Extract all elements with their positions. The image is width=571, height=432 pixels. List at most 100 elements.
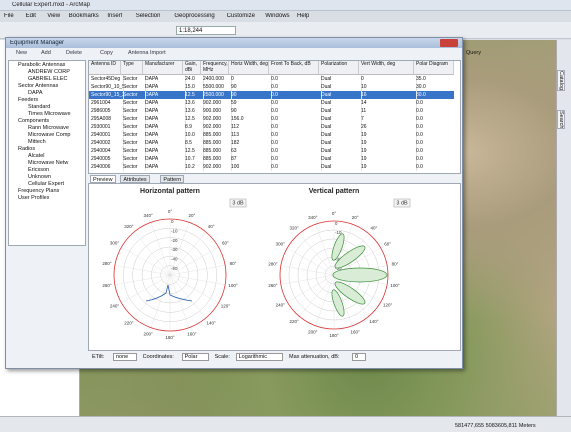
table-cell: 112 [229,123,272,131]
spoke [169,274,226,285]
angle-label: 340° [308,215,318,220]
tree-group[interactable]: Components [18,118,50,124]
table-row[interactable]: 2940001 Sector DAPA 10.0 885.000 113 0.0 Dual 19… [89,131,454,139]
toolbar-button[interactable]: New [16,50,28,56]
table-cell: 10.0 [183,131,204,139]
table-cell: 0.0 [414,131,454,139]
table-cell: 10.2 [183,163,204,171]
tree-group[interactable]: Frequency Plans [18,188,60,194]
tree-group[interactable]: Sector Antennas [18,83,59,89]
chart-title: Horizontal pattern [140,188,200,195]
tab[interactable]: Preview [90,175,116,183]
column-header[interactable]: Vert Width, deg [359,61,414,75]
table-cell: 90 [229,107,272,115]
table-row[interactable]: 2961004 Sector DAPA 13.6 902.000 59 0.0 Dual 14 0… [89,99,454,107]
query-button[interactable]: Query [466,50,481,56]
side-tab[interactable]: Catalog [557,70,565,91]
tree-group[interactable]: Feeders [18,97,39,103]
menu-item[interactable]: Edit [25,13,36,19]
spoke [315,224,335,276]
control-value[interactable]: 0 [352,353,366,361]
menu-item[interactable]: Geoprocessing [174,13,215,19]
table-row[interactable]: Sector45Deg Sector DAPA 24.0 2400.000 0 0.0 Dua… [89,75,454,83]
pattern-panel [88,183,461,351]
table-cell: 13.6 [183,107,204,115]
menu-item[interactable]: File [4,13,14,19]
angle-label: 120° [221,304,231,309]
table-row[interactable]: 2940004 Sector DAPA 12.5 885.000 63 0.0 Dual 19 0… [89,147,454,155]
column-header[interactable]: Gain, dBi [183,61,201,75]
scale-box[interactable]: 1:18,244 [176,26,236,35]
column-header[interactable]: Manufacturer [143,61,183,75]
control-value[interactable]: none [113,353,137,361]
tree-item[interactable]: Microwave Netw [28,160,69,166]
table-row[interactable]: 2930001 Sector DAPA 8.9 902.000 112 0.0 Dual 26 0… [89,123,454,131]
control-value[interactable]: Polar [181,353,209,361]
menu-item[interactable]: Windows [265,13,290,19]
table-row[interactable]: Sector90_15_2 Sector DAPA 12.5 2500.000 90 0.0… [89,91,454,99]
tree-item[interactable]: Microwave Comp [28,132,71,138]
tree-item[interactable]: DAPA [28,90,43,96]
toolbar-button[interactable]: Antenna Import [128,50,166,56]
tree-item[interactable]: Ericsson [28,167,50,173]
table-cell: 0.0 [269,91,322,99]
menu-item[interactable]: Customize [226,13,255,19]
db-button: 3 dB [396,200,408,206]
tree-item[interactable]: Times Microwave [28,111,71,117]
table-cell: 2961004 [89,99,124,107]
table-cell: 113 [229,131,272,139]
table-cell: 26 [359,123,417,131]
tree-item[interactable]: Unknown [28,174,51,180]
table-row[interactable]: 2986005 Sector DAPA 13.6 900.000 90 0.0 Dual 11 0… [89,107,454,115]
toolbar-button[interactable]: Copy [100,50,113,56]
close-button[interactable] [440,39,458,47]
angle-label: 260° [268,283,278,288]
menu-item[interactable]: Help [297,13,310,19]
column-header[interactable]: Type [121,61,143,75]
column-header[interactable]: Frequency, MHz [201,61,229,75]
menu-item[interactable]: View [47,13,61,19]
column-header[interactable]: Front To Back, dB [269,61,319,75]
tree-item[interactable]: Standard [28,104,51,110]
tree-group[interactable]: Radios [18,146,36,152]
tree-item[interactable]: Cellular Expert [28,181,65,187]
toolbar-button[interactable]: Add [41,50,51,56]
column-header[interactable]: Antenna ID [89,61,121,75]
control-value[interactable]: Logarithmic [235,353,283,361]
table-row[interactable]: 2940005 Sector DAPA 10.7 885.000 87 0.0 Dual 19 0… [89,155,454,163]
tree-item[interactable]: GABRIEL ELEC [28,76,68,82]
table-cell: 90 [229,83,272,91]
table-cell: 2986005 [89,107,124,115]
column-header[interactable]: Polarization [319,61,359,75]
table-cell: 2940004 [89,147,124,155]
table-cell: 100 [229,163,272,171]
tree-item[interactable]: ANDREW CORP [28,69,70,75]
menu-item[interactable]: Insert [107,13,123,19]
spoke [169,274,190,328]
table-row[interactable]: Sector90_10_5 Sector DAPA 15.0 5500.000 90 0.0… [89,83,454,91]
side-tab[interactable]: Search [557,110,565,130]
spoke [114,274,171,285]
tab[interactable]: Pattern [160,175,185,183]
table-cell: 0.0 [414,107,454,115]
column-header[interactable]: Polar Diagram [414,61,454,75]
button-frame[interactable] [393,198,411,208]
menu-item[interactable]: Bookmarks [68,13,99,19]
button-frame[interactable] [229,198,247,208]
table-cell: 0.0 [414,163,454,171]
table-row[interactable]: 2940002 Sector DAPA 8.5 885.000 182 0.0 Dual 19 0… [89,139,454,147]
table-cell: Dual [319,163,362,171]
table-row[interactable]: 2940006 Sector DAPA 10.2 902.000 100 0.0 Dual 19… [89,163,454,171]
table-cell: 0 [359,75,417,83]
tree-group[interactable]: User Profiles [18,195,50,201]
tree-item[interactable]: Mittech [28,139,46,145]
tree-group[interactable]: Parabolic Antennas [18,62,66,68]
tree-item[interactable]: Alcatel [28,153,45,159]
toolbar-button[interactable]: Delete [66,50,82,56]
table-row[interactable]: 295A008 Sector DAPA 12.5 902.000 156.0 0.0 Dual… [89,115,454,123]
tab[interactable]: Attributes [120,175,150,183]
column-header[interactable]: Horiz Width, deg [229,61,269,75]
tree-item[interactable]: Rann Microwave [28,125,69,131]
menu-item[interactable]: Selection [135,13,161,19]
table-cell: Sector [121,123,146,131]
